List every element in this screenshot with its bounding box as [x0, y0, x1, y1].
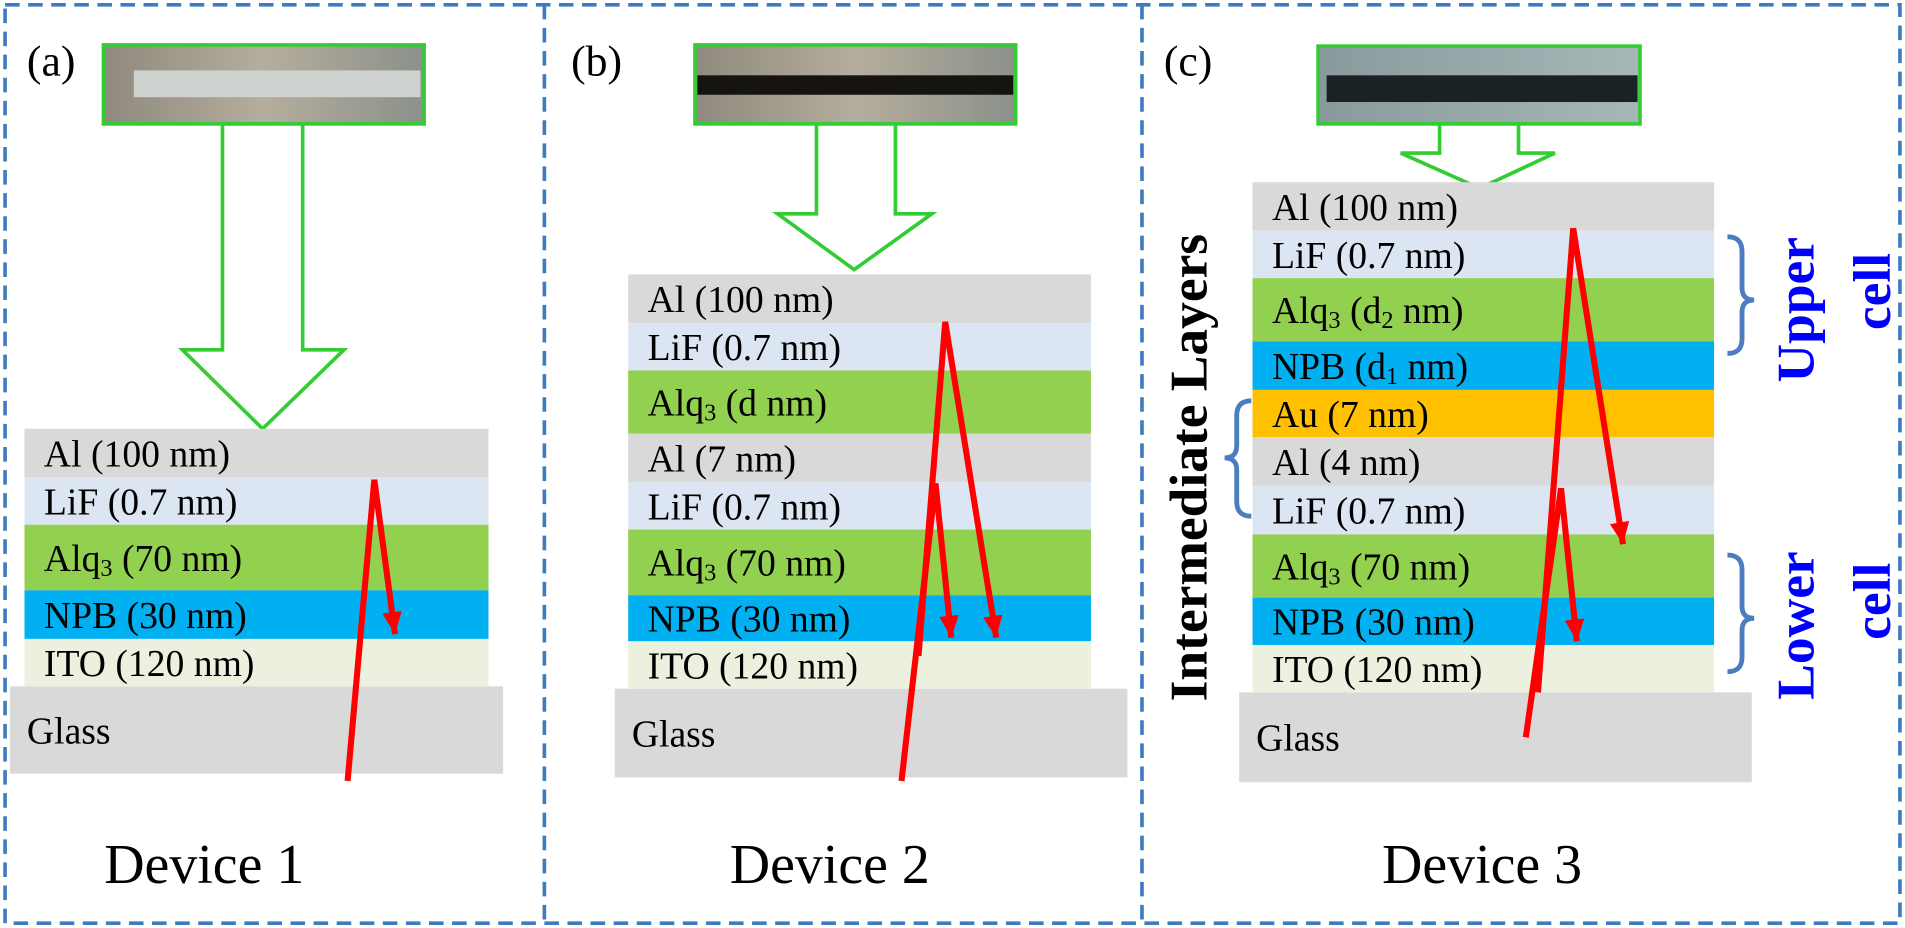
figure: GlassAl (100 nm)LiF (0.7 nm)Alq3 (70 nm)…	[0, 0, 1905, 928]
layer-label: NPB (30 nm)	[1272, 602, 1475, 644]
label-part: ITO (120 nm)	[648, 645, 858, 687]
label-part: NPB (30 nm)	[648, 599, 851, 641]
layer-label: Al (4 nm)	[1272, 442, 1420, 484]
layer-label: NPB (30 nm)	[648, 599, 851, 641]
label-part: Al (100 nm)	[44, 433, 230, 475]
label-part: nm)	[1393, 290, 1463, 332]
layer-label: Alq3 (d2 nm)	[1272, 290, 1464, 334]
label-part: Alq	[44, 538, 101, 580]
device-caption: Device 1	[104, 834, 304, 896]
photo	[695, 45, 1016, 124]
down-arrow	[778, 124, 932, 270]
label-part: (70 nm)	[1341, 546, 1471, 588]
layer-label: Alq3 (d nm)	[648, 382, 827, 426]
label-part: ITO (120 nm)	[1272, 649, 1482, 691]
bracket	[1727, 237, 1754, 354]
photo	[103, 45, 424, 124]
layer-label: NPB (30 nm)	[44, 595, 247, 637]
layer-label: Al (100 nm)	[1272, 187, 1458, 229]
label-part: 3	[704, 400, 716, 427]
group-label: Upper	[1766, 237, 1826, 382]
layer-label: Alq3 (70 nm)	[648, 543, 846, 587]
layer-label: LiF (0.7 nm)	[1272, 491, 1465, 533]
down-arrow	[1401, 124, 1555, 188]
label-part: NPB (30 nm)	[44, 595, 247, 637]
substrate-label: Glass	[1256, 718, 1340, 760]
label-part: LiF (0.7 nm)	[1272, 491, 1465, 533]
label-part: LiF (0.7 nm)	[648, 486, 841, 528]
label-part: Alq	[648, 543, 705, 585]
layer-label: LiF (0.7 nm)	[648, 327, 841, 369]
group-label: Lower	[1766, 551, 1826, 699]
panel-tag: (c)	[1164, 37, 1213, 85]
label-part: Al (100 nm)	[1272, 187, 1458, 229]
layer-label: ITO (120 nm)	[44, 643, 254, 685]
label-part: Al (100 nm)	[648, 279, 834, 321]
label-part: 1	[1386, 363, 1398, 390]
panel-tag: (b)	[571, 37, 622, 85]
label-part: LiF (0.7 nm)	[44, 481, 237, 523]
panel-tag: (a)	[27, 37, 76, 85]
label-part: 3	[1328, 564, 1340, 591]
device-caption: Device 3	[1382, 834, 1582, 896]
label-part: nm)	[1398, 346, 1468, 388]
layer-label: LiF (0.7 nm)	[648, 486, 841, 528]
layer-label: Alq3 (70 nm)	[44, 538, 242, 582]
label-part: NPB (d	[1272, 346, 1386, 388]
layer-label: ITO (120 nm)	[1272, 649, 1482, 691]
layer-label: Al (7 nm)	[648, 438, 796, 480]
label-part: 3	[100, 555, 112, 582]
substrate-label: Glass	[632, 713, 716, 755]
label-part: ITO (120 nm)	[44, 643, 254, 685]
group-label: Intermediate Layers	[1158, 234, 1218, 701]
label-part: (70 nm)	[113, 538, 243, 580]
layer-label: NPB (d1 nm)	[1272, 346, 1468, 390]
label-part: (d nm)	[716, 382, 827, 424]
layer-label: Al (100 nm)	[44, 433, 230, 475]
layer-label: Al (100 nm)	[648, 279, 834, 321]
layer-label: Alq3 (70 nm)	[1272, 546, 1470, 590]
label-part: Au (7 nm)	[1272, 394, 1429, 436]
group-label: cell	[1842, 253, 1902, 330]
layer-label: Au (7 nm)	[1272, 394, 1429, 436]
bracket	[1225, 401, 1252, 516]
device-caption: Device 2	[730, 834, 930, 896]
label-part: 3	[704, 560, 716, 587]
group-label: cell	[1842, 563, 1902, 640]
label-part: Alq	[1272, 290, 1329, 332]
label-part: Al (7 nm)	[648, 438, 796, 480]
substrate-label: Glass	[27, 710, 111, 752]
bracket	[1727, 555, 1754, 672]
label-part: Alq	[648, 382, 705, 424]
label-part: Alq	[1272, 546, 1329, 588]
label-part: NPB (30 nm)	[1272, 602, 1475, 644]
layer-label: LiF (0.7 nm)	[1272, 235, 1465, 277]
layer-label: ITO (120 nm)	[648, 645, 858, 687]
photo	[1318, 46, 1640, 124]
down-arrow	[182, 124, 344, 429]
label-part: Al (4 nm)	[1272, 442, 1420, 484]
label-part: (70 nm)	[716, 543, 846, 585]
label-part: LiF (0.7 nm)	[1272, 235, 1465, 277]
label-part: (d	[1341, 290, 1382, 332]
label-part: 2	[1381, 307, 1393, 334]
label-part: 3	[1328, 307, 1340, 334]
label-part: LiF (0.7 nm)	[648, 327, 841, 369]
layer-label: LiF (0.7 nm)	[44, 481, 237, 523]
